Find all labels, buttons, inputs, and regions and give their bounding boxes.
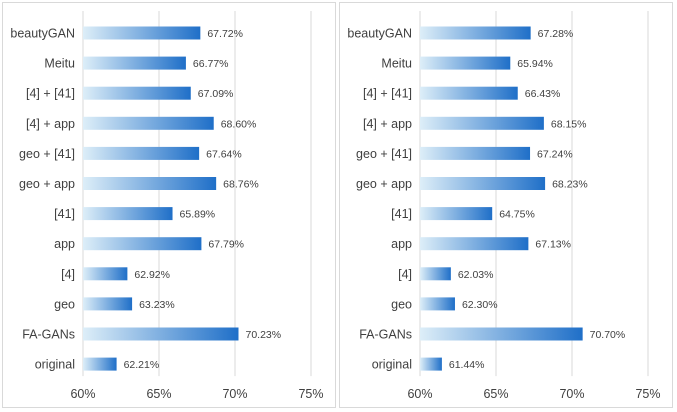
value-label: 67.72% [207,28,243,40]
category-label: Meitu [44,57,75,71]
category-label: geo [54,297,75,311]
value-label: 67.64% [206,148,242,160]
value-label: 68.60% [221,118,257,130]
category-label: geo [391,297,412,311]
value-label: 68.15% [551,118,587,130]
category-label: original [35,358,75,372]
x-tick-label: 65% [146,387,171,401]
bar [420,177,546,190]
category-label: original [372,358,412,372]
bar [420,237,529,251]
bar [420,86,518,100]
x-tick-label: 75% [635,387,660,401]
category-label: [4] + app [26,117,75,131]
category-label: Meitu [381,57,412,71]
bar [83,56,186,70]
category-label: geo + app [356,177,412,191]
category-label: [4] [398,267,412,281]
category-label: beautyGAN [347,27,412,41]
left-chart-panel: 60% 65% 70% 75% beautyGAN 67.72% Meitu 66.77% [4… [2,2,336,408]
left-bar-chart: 60% 65% 70% 75% beautyGAN 67.72% Meitu 66.77% [4… [10,11,324,401]
category-label: app [391,237,412,251]
bar [420,267,451,281]
bar [420,327,583,341]
category-label: geo + [41] [19,147,75,161]
bar [83,26,201,40]
value-label: 64.75% [499,209,535,221]
value-label: 65.89% [180,209,216,221]
bar [420,56,511,70]
bar [83,297,133,311]
x-tick-label: 70% [222,387,247,401]
bar [420,357,442,371]
value-label: 67.28% [538,28,574,40]
category-label: [4] + [41] [26,87,75,101]
value-label: 70.70% [590,329,626,341]
bar [83,146,200,160]
bar [420,116,544,130]
x-tick-label: 65% [483,387,508,401]
bar [420,146,531,160]
category-label: geo + app [19,177,75,191]
bar [83,237,202,251]
right-bar-chart: 60% 65% 70% 75% beautyGAN 67.28% Meitu 65.94% [4… [347,11,661,401]
value-label: 62.30% [462,299,498,311]
value-label: 70.23% [245,329,281,341]
category-label: [41] [54,207,75,221]
value-label: 63.23% [139,299,175,311]
right-chart-panel: 60% 65% 70% 75% beautyGAN 67.28% Meitu 65.94% [4… [339,2,673,408]
category-label: beautyGAN [10,27,75,41]
bar [83,116,214,130]
bar [83,327,239,341]
category-label: FA-GANs [359,328,412,342]
bar [83,86,191,100]
value-label: 62.92% [134,269,170,281]
category-label: [41] [391,207,412,221]
category-label: FA-GANs [22,328,75,342]
x-tick-label: 60% [70,387,95,401]
x-tick-label: 75% [298,387,323,401]
bar [83,267,128,281]
value-label: 66.43% [525,88,561,100]
value-label: 67.13% [535,239,571,251]
bar [420,26,531,40]
x-tick-label: 60% [407,387,432,401]
value-label: 62.21% [124,359,160,371]
bar [83,207,173,221]
category-label: geo + [41] [356,147,412,161]
value-label: 68.76% [223,179,259,191]
x-tick-label: 70% [559,387,584,401]
bar [83,357,117,371]
value-label: 67.09% [198,88,234,100]
value-label: 65.94% [517,58,553,70]
bar [420,297,455,311]
value-label: 66.77% [193,58,229,70]
value-label: 61.44% [449,359,485,371]
category-label: [4] + app [363,117,412,131]
category-label: app [54,237,75,251]
category-label: [4] + [41] [363,87,412,101]
bar [420,207,493,221]
bar [83,177,217,190]
value-label: 68.23% [552,179,588,191]
value-label: 67.79% [208,239,244,251]
value-label: 67.24% [537,148,573,160]
value-label: 62.03% [458,269,494,281]
category-label: [4] [61,267,75,281]
